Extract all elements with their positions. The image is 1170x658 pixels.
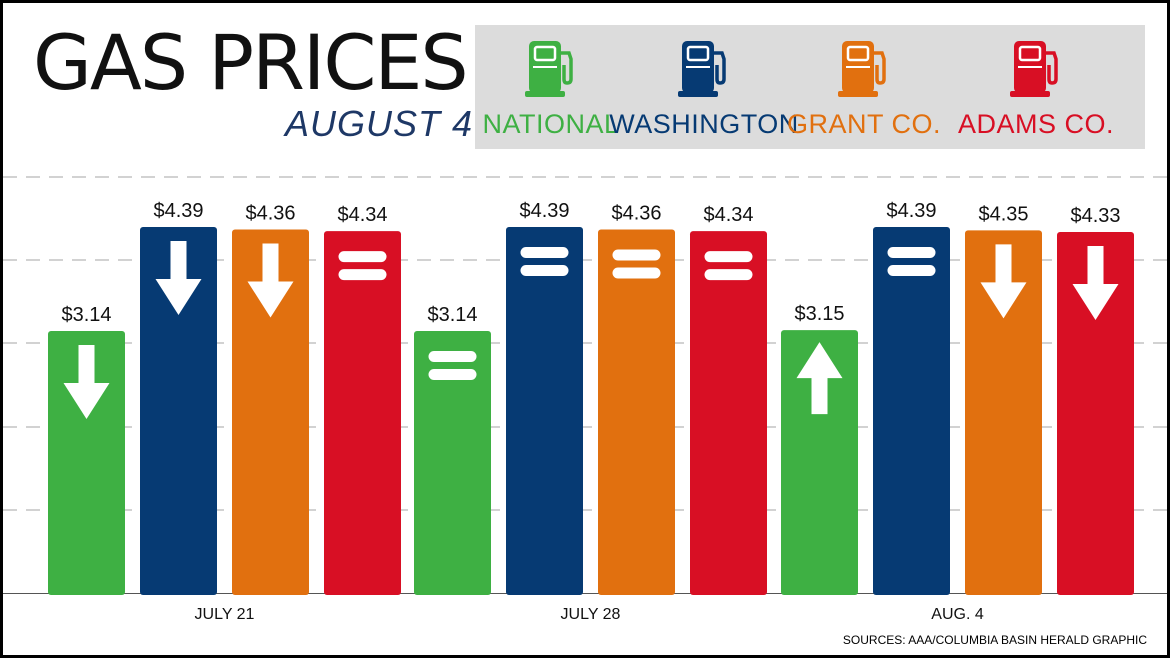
bar	[781, 330, 858, 595]
legend-item: ADAMS CO.	[952, 25, 1120, 149]
bar-value-label: $4.39	[153, 200, 203, 222]
bar-chart: $3.14 $3.14 $3.15 $4.39 $4.39 $4.39 $4.36 $4.36…	[3, 176, 1167, 623]
bar	[506, 227, 583, 595]
equals-icon	[428, 369, 477, 380]
equals-icon	[338, 269, 387, 281]
page-subtitle: AUGUST 4	[285, 103, 474, 144]
bar	[1057, 231, 1134, 595]
bar-value-label: $4.35	[978, 203, 1028, 225]
bar	[873, 227, 950, 595]
equals-icon	[428, 351, 477, 362]
bar	[324, 231, 401, 595]
legend-label: GRANT CO.	[786, 109, 941, 139]
legend-label: WASHINGTON	[609, 109, 799, 139]
bar	[690, 231, 767, 595]
down-arrow-icon	[980, 244, 1027, 319]
bar-value-label: $3.15	[794, 303, 844, 325]
equals-icon	[612, 267, 661, 279]
equals-icon	[520, 265, 569, 276]
bar-value-label: $4.39	[886, 200, 936, 222]
x-tick-label: JULY 28	[561, 606, 621, 623]
gas-pump-icon	[525, 41, 573, 97]
bar	[48, 331, 125, 595]
x-tick-label: AUG. 4	[931, 606, 984, 623]
equals-icon	[338, 251, 387, 263]
equals-icon	[612, 249, 661, 261]
bar	[232, 229, 309, 595]
legend-item: WASHINGTON	[609, 25, 798, 149]
down-arrow-icon	[1072, 245, 1119, 320]
x-tick-label: JULY 21	[195, 606, 255, 623]
gas-pump-icon	[838, 41, 886, 97]
bar-value-label: $4.34	[337, 204, 387, 226]
page-title: GAS PRICES	[33, 18, 469, 107]
bar-value-label: $4.36	[611, 202, 661, 224]
bar	[965, 230, 1042, 595]
gas-pump-icon	[1010, 41, 1058, 97]
bar-value-label: $4.33	[1070, 205, 1120, 227]
legend-item: GRANT CO.	[780, 25, 948, 149]
equals-icon	[887, 247, 936, 258]
bar	[414, 331, 491, 595]
legend-label: ADAMS CO.	[957, 109, 1115, 139]
bar	[140, 227, 217, 595]
equals-icon	[704, 269, 753, 281]
bar-value-label: $4.34	[703, 204, 753, 226]
equals-icon	[520, 247, 569, 258]
chart-legend: NATIONAL WASHINGTON GRANT CO. ADAMS CO.	[475, 25, 1145, 149]
legend-label: NATIONAL	[482, 109, 620, 139]
equals-icon	[704, 251, 753, 263]
legend-item: NATIONAL	[467, 25, 635, 149]
down-arrow-icon	[155, 241, 202, 315]
down-arrow-icon	[63, 345, 110, 419]
bar-value-label: $3.14	[61, 304, 111, 326]
down-arrow-icon	[247, 243, 294, 318]
bar-value-label: $3.14	[427, 304, 477, 326]
up-arrow-icon	[796, 342, 843, 415]
bar-value-label: $4.39	[519, 200, 569, 222]
bar-value-label: $4.36	[245, 202, 295, 224]
equals-icon	[887, 265, 936, 276]
gas-pump-icon	[678, 41, 726, 97]
sources-credit: SOURCES: AAA/COLUMBIA BASIN HERALD GRAPH…	[842, 633, 1147, 647]
bar	[598, 229, 675, 595]
